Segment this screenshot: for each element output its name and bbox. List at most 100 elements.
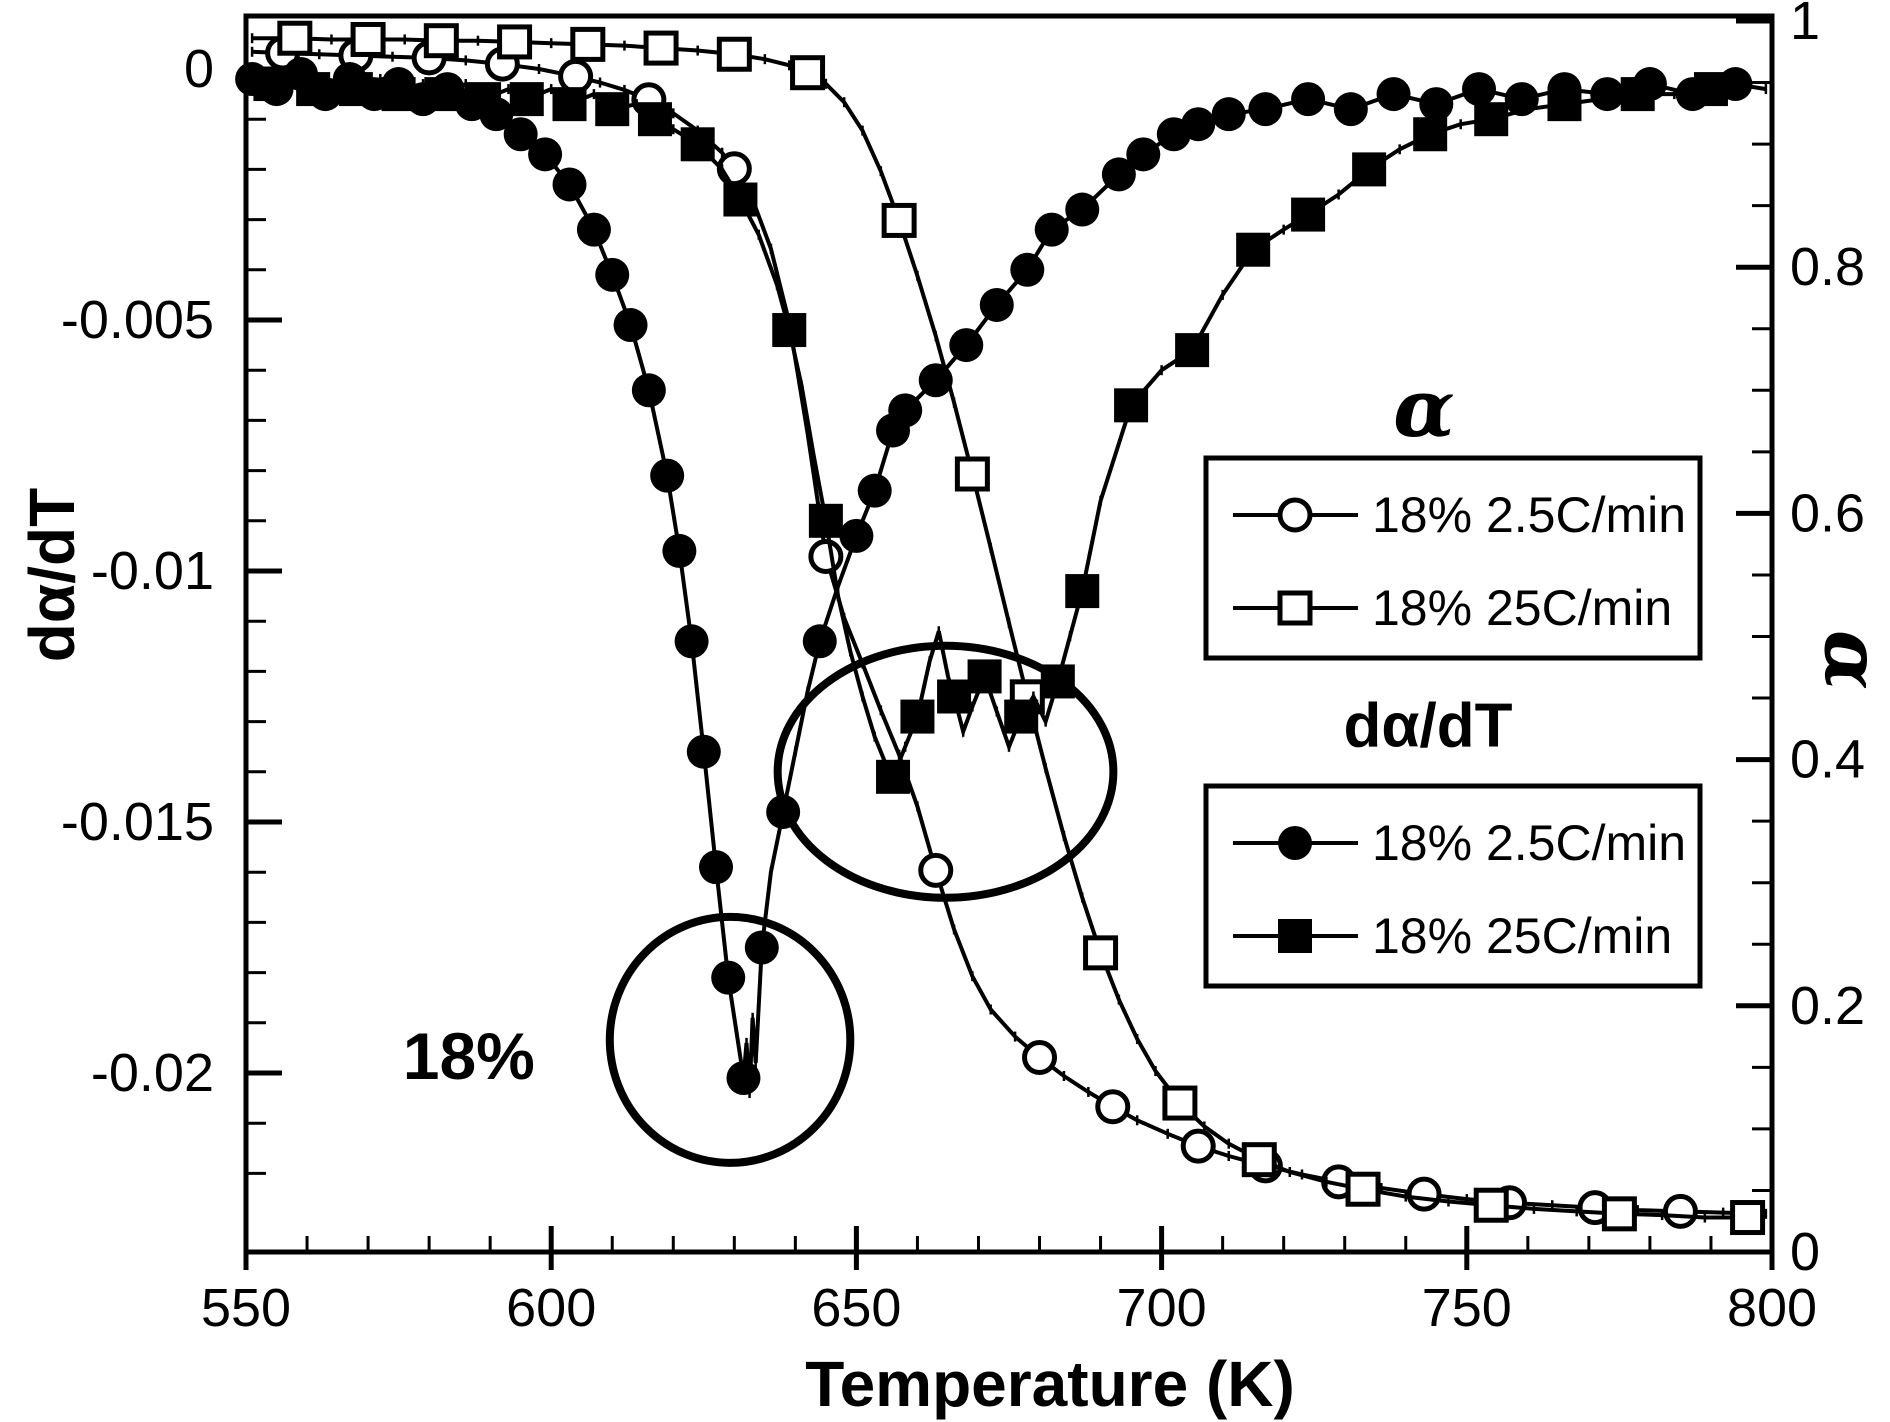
y-right-axis-title: α [1807, 630, 1890, 690]
filled-square-marker [381, 77, 416, 112]
filled-circle-marker [1211, 97, 1246, 132]
filled-square-marker [509, 82, 544, 117]
sample-percentage-label: 18% [403, 1019, 535, 1093]
filled-circle-marker [686, 734, 721, 769]
open-square-marker [790, 55, 826, 91]
open-circle-marker [1662, 1193, 1698, 1229]
filled-circle-marker [711, 960, 746, 995]
open-square-marker [1473, 1187, 1509, 1223]
filled-square-marker [338, 72, 373, 107]
open-square-marker [716, 36, 752, 72]
open-square-marker [1162, 1085, 1198, 1121]
filled-circle-marker [528, 137, 563, 172]
legend-title: dα/dT [1344, 692, 1513, 761]
open-square-marker [1083, 935, 1119, 971]
y-left-axis-title: dα/dT [16, 488, 88, 662]
filled-square-marker [900, 699, 935, 734]
open-circle-marker [918, 852, 954, 888]
y-left-tick-label: -0.005 [61, 290, 214, 350]
filled-circle-marker [1065, 192, 1100, 227]
x-tick-label: 650 [811, 1278, 901, 1338]
legend-alpha: α 18% 2.5C/min 18% 25C/min [1203, 361, 1703, 661]
filled-square-marker [680, 127, 715, 162]
filled-square-marker [1278, 919, 1312, 953]
y-axis-right: 0 0.2 0.4 0.6 0.8 1 α [1736, 0, 1890, 1282]
open-square-marker [277, 20, 313, 56]
filled-circle-marker [631, 373, 666, 408]
open-square-marker [1730, 1200, 1766, 1236]
annotations: 18% [403, 641, 1118, 1167]
filled-square-marker [1236, 232, 1271, 267]
open-square-marker [350, 21, 386, 57]
filled-square-marker [1065, 574, 1100, 609]
filled-circle-marker [802, 624, 837, 659]
y-right-tick-label: 0.2 [1790, 976, 1865, 1036]
filled-square-marker [253, 67, 288, 102]
filled-circle-marker [918, 363, 953, 398]
filled-circle-marker [744, 930, 779, 965]
y-left-tick-label: -0.015 [61, 792, 214, 852]
filled-circle-marker [1034, 212, 1069, 247]
filled-circle-marker [613, 308, 648, 343]
filled-square-marker [1693, 72, 1728, 107]
y-right-tick-label: 0.8 [1790, 237, 1865, 297]
filled-square-marker [1547, 87, 1582, 122]
filled-square-marker [424, 77, 459, 112]
filled-square-marker [1413, 117, 1448, 152]
open-square-marker [1277, 590, 1313, 626]
shoulder-highlight-ellipse [773, 641, 1118, 902]
legend-entry-label: 18% 2.5C/min [1372, 815, 1686, 871]
open-circle-marker [1406, 1176, 1442, 1212]
open-circle-marker [1277, 497, 1313, 533]
filled-square-marker [876, 759, 911, 794]
open-square-marker [1345, 1171, 1381, 1207]
open-square-marker [423, 23, 459, 59]
legend-entry-label: 18% 25C/min [1372, 908, 1672, 964]
open-square-marker [954, 456, 990, 492]
filled-circle-marker [888, 393, 923, 428]
open-square-marker [1241, 1142, 1277, 1178]
y-left-tick-label: -0.02 [91, 1043, 214, 1103]
series-line [252, 36, 1748, 1220]
filled-circle-marker [1126, 137, 1161, 172]
x-axis: 550 600 650 700 750 800 Temperature (K) [201, 1226, 1817, 1420]
filled-circle-marker [1419, 87, 1454, 122]
open-square-marker [1601, 1196, 1637, 1232]
filled-circle-marker [979, 287, 1014, 322]
filled-circle-marker [1333, 92, 1368, 127]
y-right-tick-label: 1 [1790, 0, 1820, 51]
filled-square-marker [937, 679, 972, 714]
filled-square-marker [808, 503, 843, 538]
filled-square-marker [296, 72, 331, 107]
legend-dadt: dα/dT 18% 2.5C/min 18% 25C/min [1203, 692, 1703, 989]
filled-circle-marker [726, 1061, 761, 1096]
filled-circle-marker [1590, 77, 1625, 112]
y-right-tick-label: 0 [1790, 1222, 1820, 1282]
filled-circle-marker [857, 473, 892, 508]
open-circle-marker [1095, 1089, 1131, 1125]
peak-highlight-circle [605, 912, 855, 1167]
filled-square-marker [1291, 197, 1326, 232]
plot-frame [243, 13, 1775, 1255]
y-left-tick-label: -0.01 [91, 541, 214, 601]
filled-circle-marker [1101, 157, 1136, 192]
series-dadt_25 [250, 67, 1749, 794]
filled-square-marker [467, 82, 502, 117]
legend-entry-label: 18% 25C/min [1372, 580, 1672, 636]
filled-square-marker [1004, 699, 1039, 734]
x-tick-label: 700 [1117, 1278, 1207, 1338]
filled-circle-marker [503, 117, 538, 152]
filled-circle-marker [650, 458, 685, 493]
filled-circle-marker [1376, 77, 1411, 112]
open-circle-marker [1022, 1040, 1058, 1076]
x-tick-label: 750 [1422, 1278, 1512, 1338]
y-left-tick-label: 0 [184, 39, 214, 99]
filled-circle-marker [674, 624, 709, 659]
filled-circle-marker [1291, 82, 1326, 117]
open-square-marker [643, 30, 679, 66]
filled-circle-marker [552, 167, 587, 202]
filled-square-marker [637, 102, 672, 137]
filled-circle-marker [595, 257, 630, 292]
x-axis-title: Temperature (K) [805, 1348, 1295, 1420]
